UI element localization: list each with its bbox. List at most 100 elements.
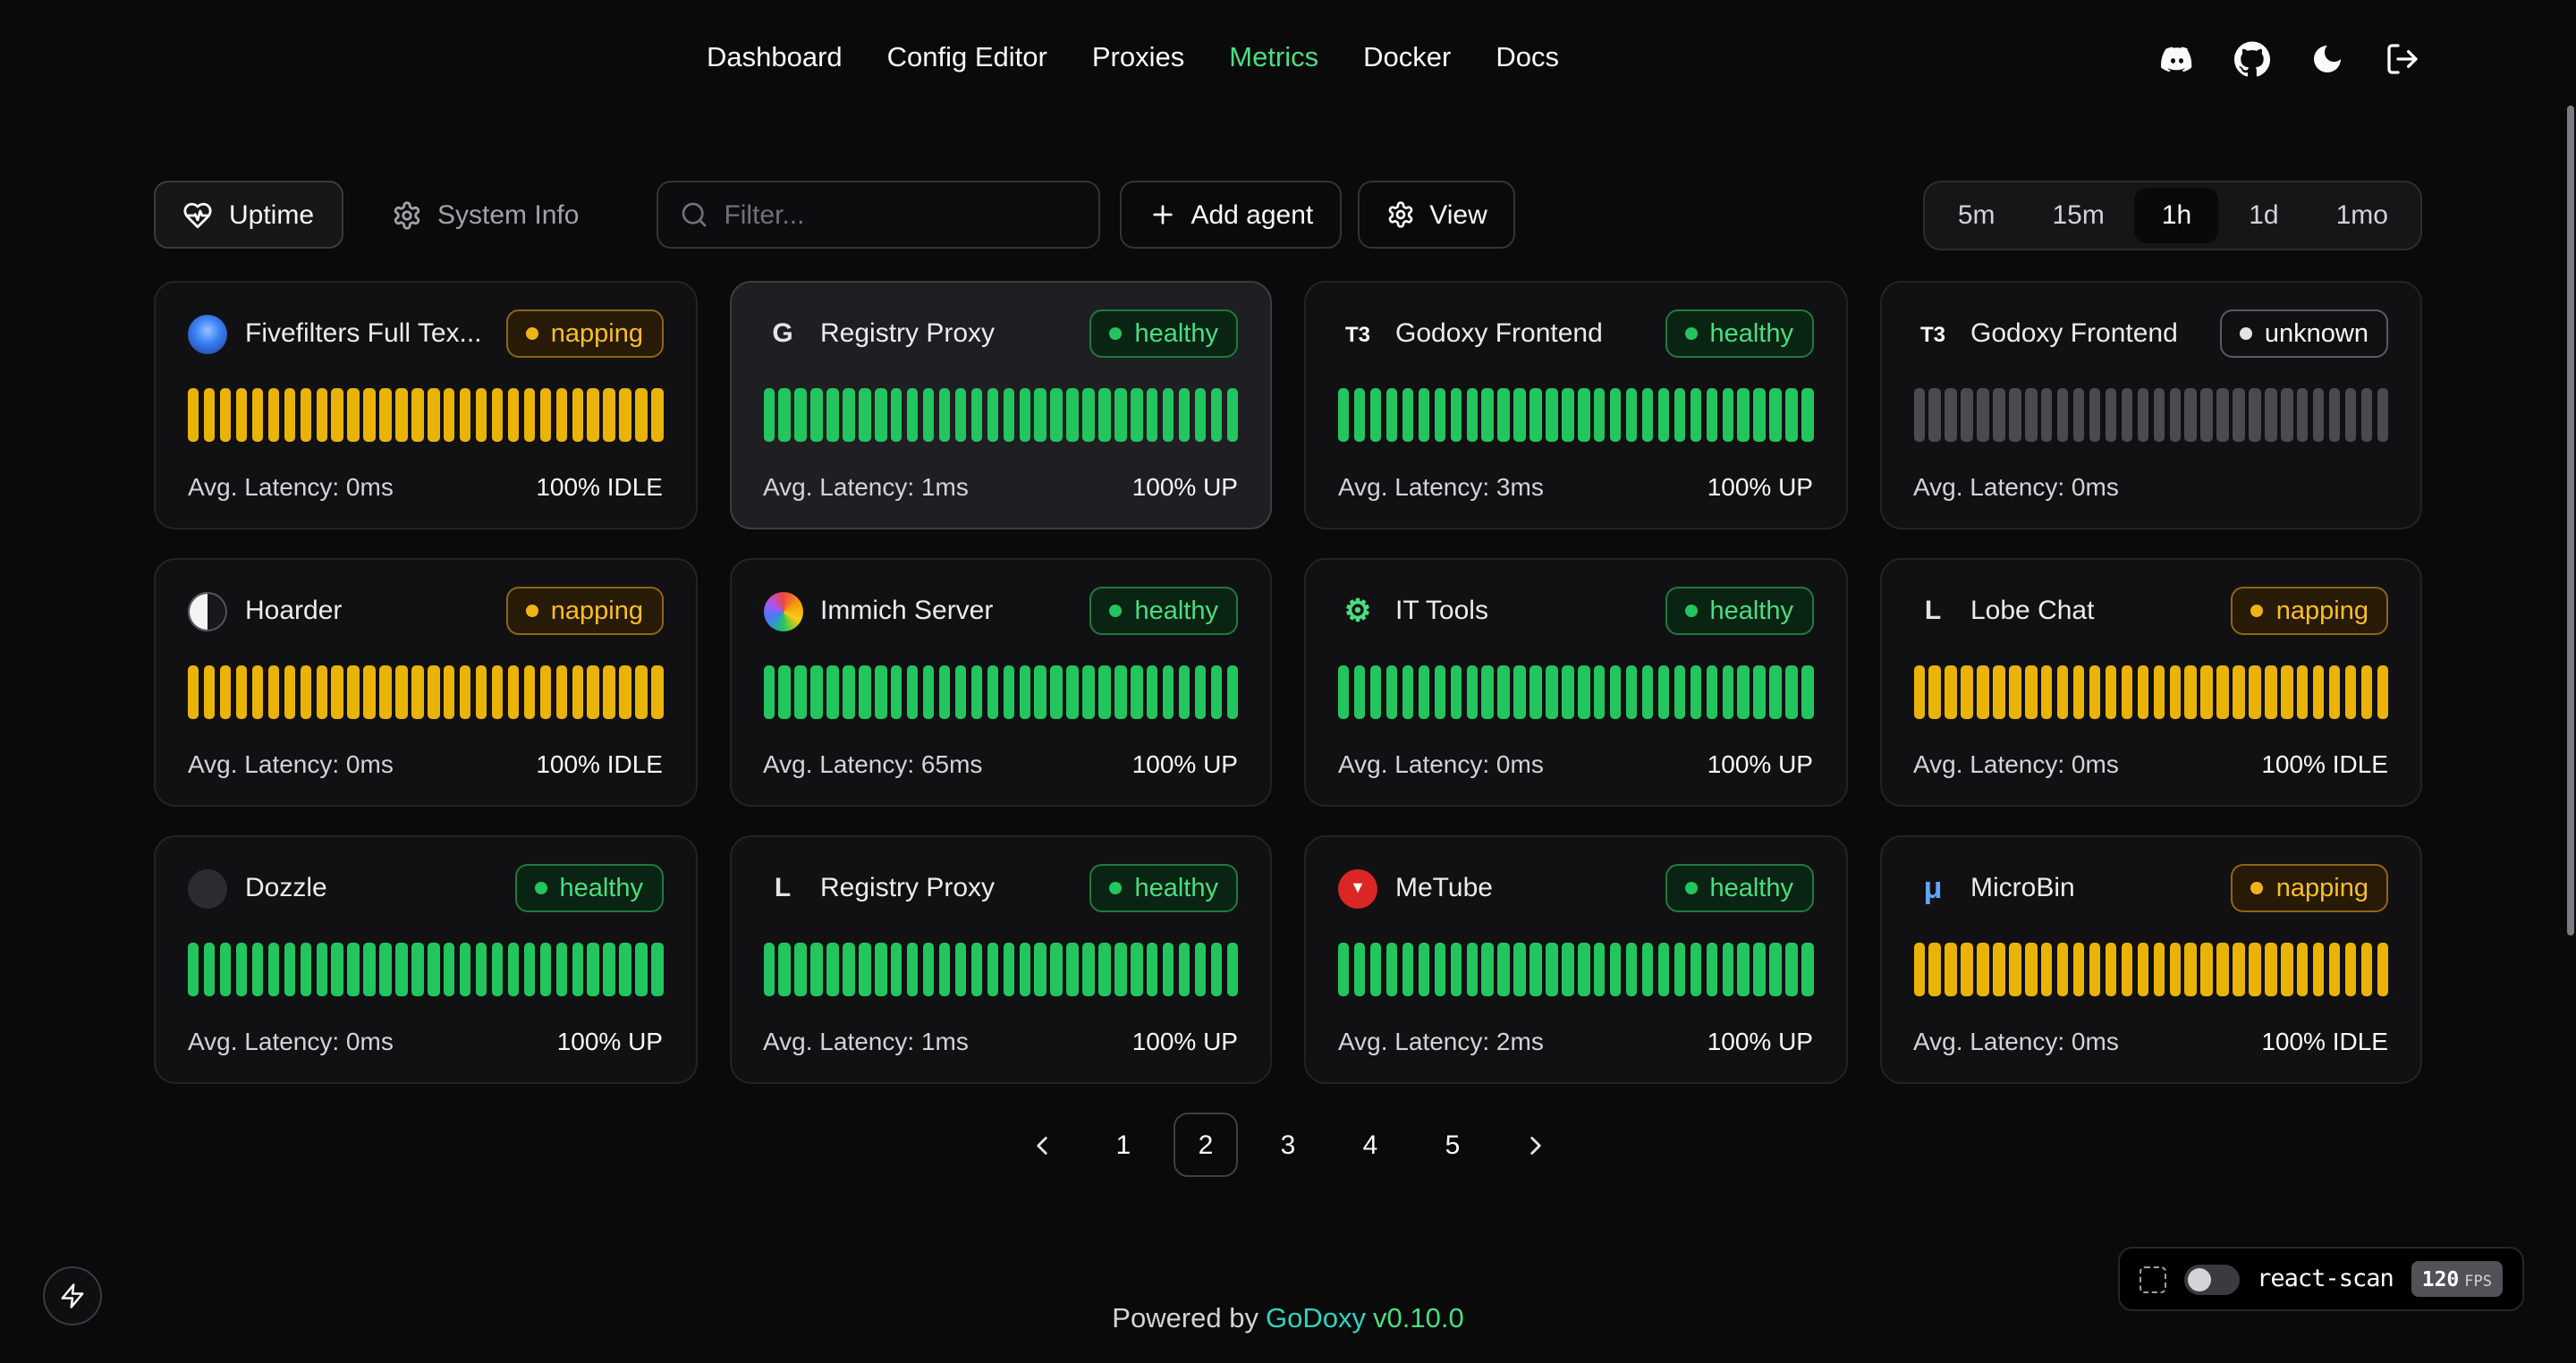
uptime-bar [491,665,504,719]
uptime-bar [475,943,487,996]
service-card[interactable]: T3 Godoxy Frontend healthy Avg. Latency: 3m… [1304,281,1847,529]
uptime-bar [1722,943,1733,996]
tab-system-info[interactable]: System Info [364,181,606,249]
service-card[interactable]: Fivefilters Full Tex... napping Avg. Laten… [154,281,697,529]
uptime-bar [1594,388,1606,442]
service-card[interactable]: Immich Server healthy Avg. Latency: 65ms 10… [729,558,1272,807]
latency-text: Avg. Latency: 65ms [763,749,983,778]
uptime-bar [603,665,615,719]
time-range-1h[interactable]: 1h [2134,187,2219,242]
service-card[interactable]: L Lobe Chat napping Avg. Latency: 0ms 100% I… [1879,558,2422,807]
status-badge: healthy [1665,587,1813,635]
brand-link[interactable]: GoDoxy [1266,1304,1366,1334]
uptime-bar [1210,388,1223,442]
uptime-bar [2312,943,2325,996]
nav-item-docs[interactable]: Docs [1496,43,1560,73]
page-button-3[interactable]: 3 [1256,1113,1320,1177]
nav-item-dashboard[interactable]: Dashboard [707,43,843,73]
page-button-1[interactable]: 1 [1091,1113,1156,1177]
uptime-bar [763,665,775,719]
uptime-bar [1019,665,1030,719]
uptime-bar [2169,943,2181,996]
uptime-bar [395,388,408,442]
view-button[interactable]: View [1358,181,1516,249]
nav-item-config-editor[interactable]: Config Editor [886,43,1047,73]
service-card[interactable]: G Registry Proxy healthy Avg. Latency: 1ms 1… [729,281,1272,529]
page-button-4[interactable]: 4 [1338,1113,1402,1177]
uptime-bar [970,388,983,442]
uptime-bar [1578,388,1589,442]
uptime-bar [1945,665,1957,719]
card-header: Hoarder napping [188,587,663,635]
card-header: L Lobe Chat napping [1913,587,2388,635]
uptime-bar [2249,943,2261,996]
time-range-1mo[interactable]: 1mo [2309,187,2415,242]
zap-button[interactable] [43,1266,102,1325]
next-page-button[interactable] [1503,1113,1567,1177]
service-card[interactable]: T3 Godoxy Frontend unknown Avg. Latency: 0m… [1879,281,2422,529]
page-button-5[interactable]: 5 [1420,1113,1485,1177]
uptime-bar [2344,943,2357,996]
service-card[interactable]: Hoarder napping Avg. Latency: 0ms 100% IDLE [154,558,697,807]
time-range-1d[interactable]: 1d [2222,187,2305,242]
uptime-bar [1003,943,1014,996]
react-scan-label: react-scan [2257,1265,2394,1293]
status-label: healthy [1134,597,1218,625]
zap-icon [59,1283,86,1309]
status-badge: napping [505,309,663,358]
uptime-bar [1450,943,1462,996]
uptime-bar [1945,943,1957,996]
uptime-bar [1226,665,1239,719]
inspect-icon[interactable] [2139,1266,2166,1292]
uptime-bar [2137,388,2149,442]
uptime-bar [2105,943,2117,996]
time-range-5m[interactable]: 5m [1931,187,2022,242]
uptime-bar [572,388,583,442]
discord-icon[interactable] [2157,39,2197,79]
nav-item-metrics[interactable]: Metrics [1229,43,1319,73]
logout-icon[interactable] [2383,39,2422,79]
card-footer: Avg. Latency: 0ms 100% IDLE [188,472,663,501]
uptime-bar [794,665,807,719]
add-agent-button[interactable]: Add agent [1119,181,1343,249]
tab-uptime[interactable]: Uptime [154,181,343,249]
uptime-bar [1402,943,1414,996]
time-range-15m[interactable]: 15m [2026,187,2131,242]
uptime-bar [379,665,392,719]
prev-page-button[interactable] [1009,1113,1073,1177]
uptime-bar [1066,943,1079,996]
uptime-bar [794,388,807,442]
plus-icon [1148,200,1176,229]
uptime-bar [1147,665,1158,719]
uptime-bar [1785,943,1798,996]
nav-item-docker[interactable]: Docker [1363,43,1452,73]
card-header: Immich Server healthy [763,587,1238,635]
uptime-bar [1961,388,1973,442]
service-card[interactable]: ⚙ IT Tools healthy Avg. Latency: 0ms 100% UP [1304,558,1847,807]
uptime-bar [1481,665,1494,719]
card-header: L Registry Proxy healthy [763,864,1238,912]
uptime-bar [444,943,455,996]
moon-icon[interactable] [2308,39,2347,79]
status-label: healthy [1709,597,1793,625]
react-scan-toggle[interactable] [2183,1264,2240,1294]
latency-text: Avg. Latency: 0ms [1913,749,2119,778]
uptime-bar [1497,388,1510,442]
uptime-bar [619,943,631,996]
github-icon[interactable] [2233,39,2272,79]
service-card[interactable]: Dozzle healthy Avg. Latency: 0ms 100% UP [154,835,697,1084]
service-card[interactable]: μ MicroBin napping Avg. Latency: 0ms 100% ID… [1879,835,2422,1084]
service-card[interactable]: ▼ MeTube healthy Avg. Latency: 2ms 100% UP [1304,835,1847,1084]
status-dot [1109,605,1123,617]
service-card[interactable]: L Registry Proxy healthy Avg. Latency: 1ms 1… [729,835,1272,1084]
uptime-bar [1530,943,1542,996]
uptime-bar [859,943,871,996]
uptime-bar [1737,665,1750,719]
scrollbar-thumb[interactable] [2567,106,2574,935]
nav-item-proxies[interactable]: Proxies [1091,43,1185,73]
uptime-bar [2009,943,2021,996]
page-button-2[interactable]: 2 [1174,1113,1238,1177]
registry-proxy-icon: L [774,873,792,903]
filter-input[interactable] [724,199,1077,230]
uptime-bar [1801,943,1814,996]
